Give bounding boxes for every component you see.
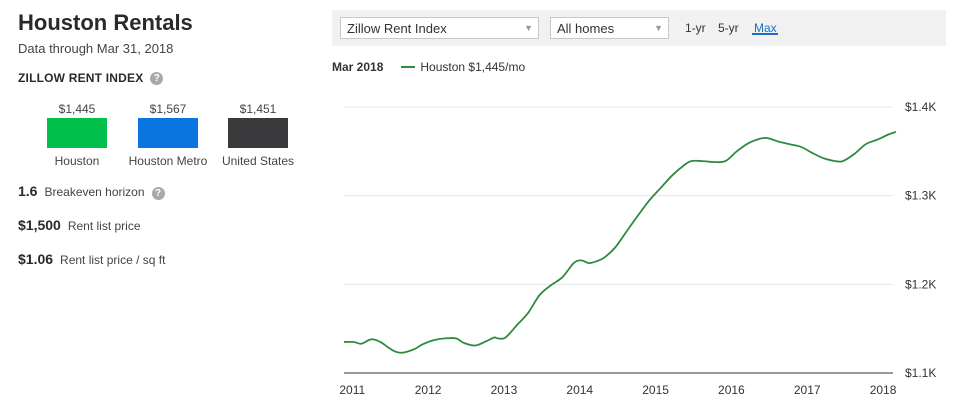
- stat-value: $1.06: [18, 251, 54, 267]
- stat-rent-per-sqft: $1.06 Rent list price / sq ft: [18, 251, 165, 267]
- zri-bar-value: $1,445: [58, 102, 96, 116]
- chevron-down-icon: ▼: [524, 23, 533, 33]
- zri-bar-swatch: [228, 118, 288, 148]
- metric-select[interactable]: Zillow Rent Index ▼: [340, 17, 539, 39]
- question-circle-icon[interactable]: ?: [150, 71, 164, 85]
- zri-bar-swatch: [47, 118, 107, 148]
- zri-bar-houston: $1,445 Houston: [27, 102, 127, 168]
- legend-line-swatch: [401, 66, 416, 68]
- x-tick-label: 2017: [794, 383, 821, 397]
- stat-rent-list-price: $1,500 Rent list price: [18, 217, 141, 233]
- metric-select-value: Zillow Rent Index: [347, 21, 447, 36]
- range-max[interactable]: Max: [754, 21, 777, 35]
- zri-bar-value: $1,451: [239, 102, 277, 116]
- question-circle-icon[interactable]: ?: [151, 187, 165, 200]
- range-1yr[interactable]: 1-yr: [685, 21, 706, 35]
- range-5yr[interactable]: 5-yr: [718, 21, 739, 35]
- page-title: Houston Rentals: [18, 10, 193, 35]
- stat-label: Breakeven horizon: [44, 185, 145, 199]
- zri-bar-value: $1,567: [149, 102, 187, 116]
- x-tick-label: 2018: [870, 383, 897, 397]
- stat-value: $1,500: [18, 217, 61, 233]
- legend-series-label: Houston $1,445/mo: [420, 60, 526, 74]
- zri-heading-label: ZILLOW RENT INDEX: [18, 71, 144, 85]
- y-tick-label: $1.2K: [905, 277, 936, 291]
- chart-toolbar: Zillow Rent Index ▼ All homes ▼ 1-yr 5-y…: [332, 10, 946, 46]
- zri-comparison: $1,445 Houston $1,567 Houston Metro $1,4…: [0, 102, 320, 182]
- legend-date: Mar 2018: [332, 60, 384, 74]
- zri-bar-label: Houston Metro: [128, 154, 208, 168]
- summary-panel: Houston Rentals Data through Mar 31, 201…: [0, 0, 320, 412]
- x-tick-label: 2014: [566, 383, 593, 397]
- stat-label: Rent list price: [67, 219, 141, 233]
- x-tick-label: 2015: [642, 383, 669, 397]
- stat-breakeven: 1.6 Breakeven horizon ?: [18, 183, 165, 200]
- stat-label: Rent list price / sq ft: [60, 253, 166, 267]
- data-date: Data through Mar 31, 2018: [18, 41, 174, 56]
- zri-heading: ZILLOW RENT INDEX ?: [18, 71, 164, 85]
- y-tick-label: $1.4K: [905, 100, 936, 114]
- home-type-select[interactable]: All homes ▼: [550, 17, 669, 39]
- x-tick-label: 2011: [339, 383, 365, 397]
- zri-bar-united-states: $1,451 United States: [208, 102, 308, 168]
- y-tick-label: $1.1K: [905, 366, 936, 380]
- zri-bar-swatch: [138, 118, 198, 148]
- series-line-houston: [343, 130, 897, 354]
- active-range-indicator: [752, 33, 778, 35]
- x-tick-label: 2013: [491, 383, 518, 397]
- chevron-down-icon: ▼: [654, 23, 663, 33]
- stat-value: 1.6: [18, 183, 38, 199]
- zri-bar-label: United States: [221, 154, 295, 168]
- x-tick-label: 2016: [718, 383, 745, 397]
- y-tick-label: $1.3K: [905, 189, 936, 203]
- chart-legend: Mar 2018 Houston $1,445/mo: [332, 60, 525, 74]
- home-type-select-value: All homes: [557, 21, 615, 36]
- zri-bar-label: Houston: [54, 154, 100, 168]
- zri-bar-houston-metro: $1,567 Houston Metro: [118, 102, 218, 168]
- x-tick-label: 2012: [415, 383, 442, 397]
